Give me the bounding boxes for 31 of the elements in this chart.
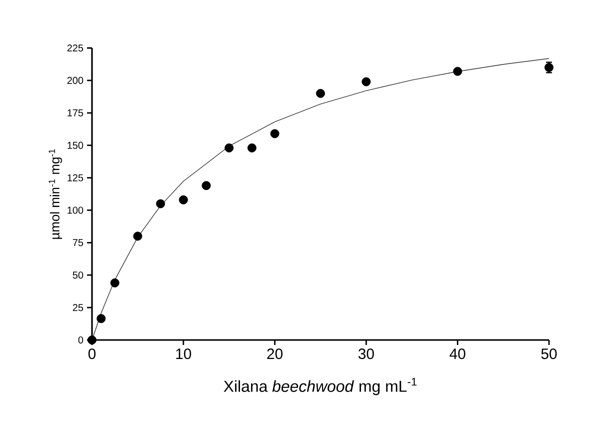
x-tick-label: 0 xyxy=(88,348,96,360)
x-tick-label: 40 xyxy=(450,348,466,360)
x-tick-label: 50 xyxy=(541,348,557,360)
y-tick-label: 50 xyxy=(72,272,84,279)
point xyxy=(178,195,188,204)
y-tick-label: 125 xyxy=(68,174,84,182)
y-tick-label: 100 xyxy=(68,206,84,214)
y-tick-label: 175 xyxy=(68,109,84,116)
point xyxy=(88,336,96,344)
x-tick-label: 10 xyxy=(176,348,192,360)
point xyxy=(316,88,325,98)
point xyxy=(156,199,166,208)
y-tick-label: 0 xyxy=(78,336,84,344)
point xyxy=(362,77,371,86)
y-tick-label: 150 xyxy=(68,142,84,149)
y-tick-label: 225 xyxy=(67,44,84,52)
point xyxy=(133,232,142,241)
point xyxy=(96,314,106,324)
point xyxy=(270,129,280,138)
x-tick-label: 30 xyxy=(358,348,374,360)
y-tick-label: 25 xyxy=(72,304,84,312)
x-tick-label: 20 xyxy=(267,348,283,360)
point xyxy=(202,181,211,190)
point xyxy=(110,278,120,288)
point xyxy=(453,66,462,76)
point xyxy=(224,143,234,152)
y-tick-label: 75 xyxy=(72,239,84,246)
x-axis-title: Xilana beechwood mg mL$^{-1}$ xyxy=(224,378,417,396)
y-tick-label: 200 xyxy=(67,76,84,84)
y-axis-title: µmol min$^{-1}$ mg$^{-1}$ xyxy=(48,149,62,239)
point xyxy=(247,143,256,152)
